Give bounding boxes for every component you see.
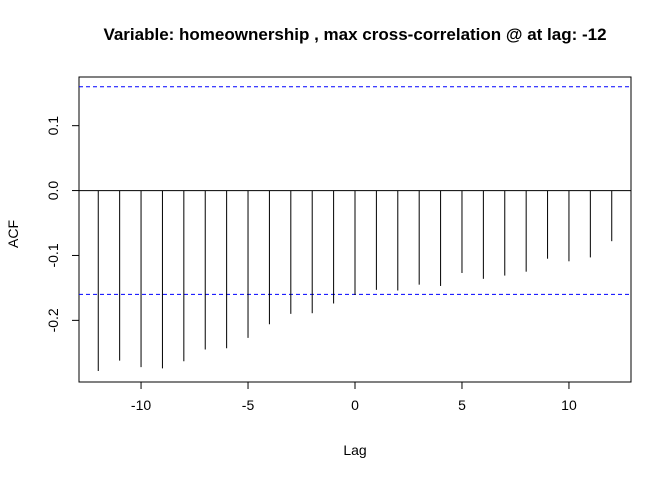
y-tick-label: -0.2: [45, 308, 61, 332]
x-tick-label: 5: [458, 397, 466, 413]
chart-title: Variable: homeownership , max cross-corr…: [103, 25, 606, 44]
x-tick-label: -10: [131, 397, 151, 413]
y-axis-title: ACF: [5, 220, 21, 248]
plot-area: -10 -5 0 5 10 -0.2 -0.1 0.0 0.1: [45, 76, 632, 413]
x-tick-label: 0: [351, 397, 359, 413]
y-tick-label: 0.0: [45, 181, 61, 201]
y-tick-label: -0.1: [45, 243, 61, 267]
y-tick-label: 0.1: [45, 116, 61, 136]
x-tick-label: 10: [561, 397, 577, 413]
x-axis-title: Lag: [343, 442, 366, 458]
x-tick-label: -5: [242, 397, 255, 413]
